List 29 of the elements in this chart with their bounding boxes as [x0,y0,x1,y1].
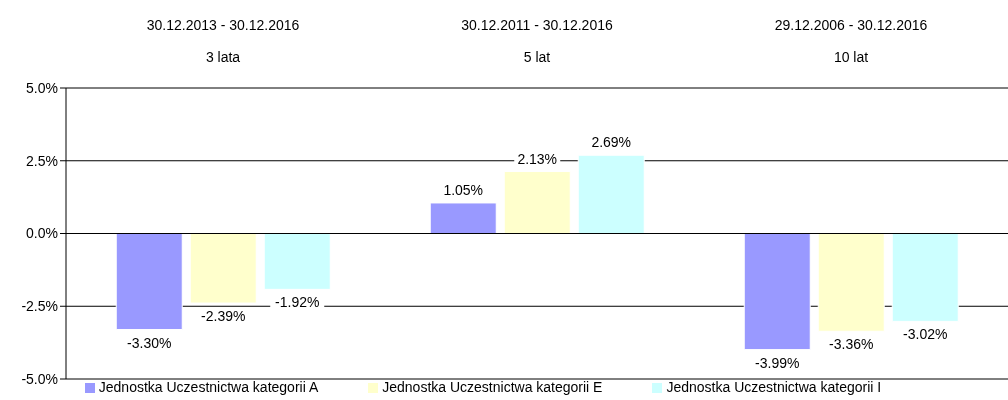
data-label: -2.39% [201,308,246,325]
data-label: -1.92% [275,294,320,311]
y-tick-label: 5.0% [26,79,58,96]
bar [743,233,811,351]
bar [189,233,257,304]
y-tick-label: -2.5% [21,298,58,315]
bar [503,171,571,234]
bar [263,233,331,290]
data-label: -3.36% [829,336,874,353]
bar [817,233,885,332]
legend-label: Jednostka Uczestnictwa kategorii E [382,379,603,395]
bar [891,233,959,322]
data-label: -3.99% [755,354,800,371]
bar [429,202,497,234]
y-tick-label: 0.0% [26,225,58,242]
legend-label: Jednostka Uczestnictwa kategorii I [666,379,882,395]
data-label: 1.05% [443,181,484,198]
x-tick-label: 29.12.2006 - 30.12.2016 10 lat [774,17,928,65]
data-label: 2.13% [517,150,558,167]
legend-label: Jednostka Uczestnictwa kategorii A [98,379,319,395]
data-label: 2.69% [591,134,632,151]
x-tick-label: 30.12.2013 - 30.12.2016 3 lata [146,17,300,65]
data-label: -3.30% [127,334,172,351]
x-tick-label: 30.12.2011 - 30.12.2016 5 lat [461,17,613,65]
bar [577,154,645,234]
y-tick-label: -5.0% [21,370,58,387]
y-tick-label: 2.5% [26,152,58,169]
bar [115,233,183,331]
data-label: -3.02% [903,326,948,343]
